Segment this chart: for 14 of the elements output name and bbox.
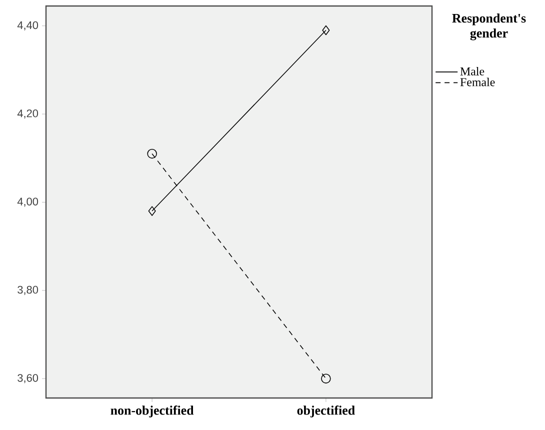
y-tick-label: 4,40 bbox=[17, 21, 38, 30]
point bbox=[322, 25, 330, 36]
y-tick-label: 3,60 bbox=[18, 374, 38, 384]
x-tick-label: objectified bbox=[297, 406, 355, 418]
point bbox=[147, 148, 157, 159]
y-tick-label: 3,80 bbox=[18, 286, 38, 295]
y-tick-label: 4,00 bbox=[17, 198, 38, 207]
x-tick-label: non-objectified bbox=[110, 406, 194, 418]
point bbox=[148, 206, 156, 216]
legend-label: Male bbox=[460, 67, 484, 76]
legend-title: Respondent's gender bbox=[452, 14, 526, 40]
legend-label: Female bbox=[460, 78, 495, 86]
y-tick-label: 4,20 bbox=[17, 110, 38, 119]
point bbox=[321, 374, 331, 384]
